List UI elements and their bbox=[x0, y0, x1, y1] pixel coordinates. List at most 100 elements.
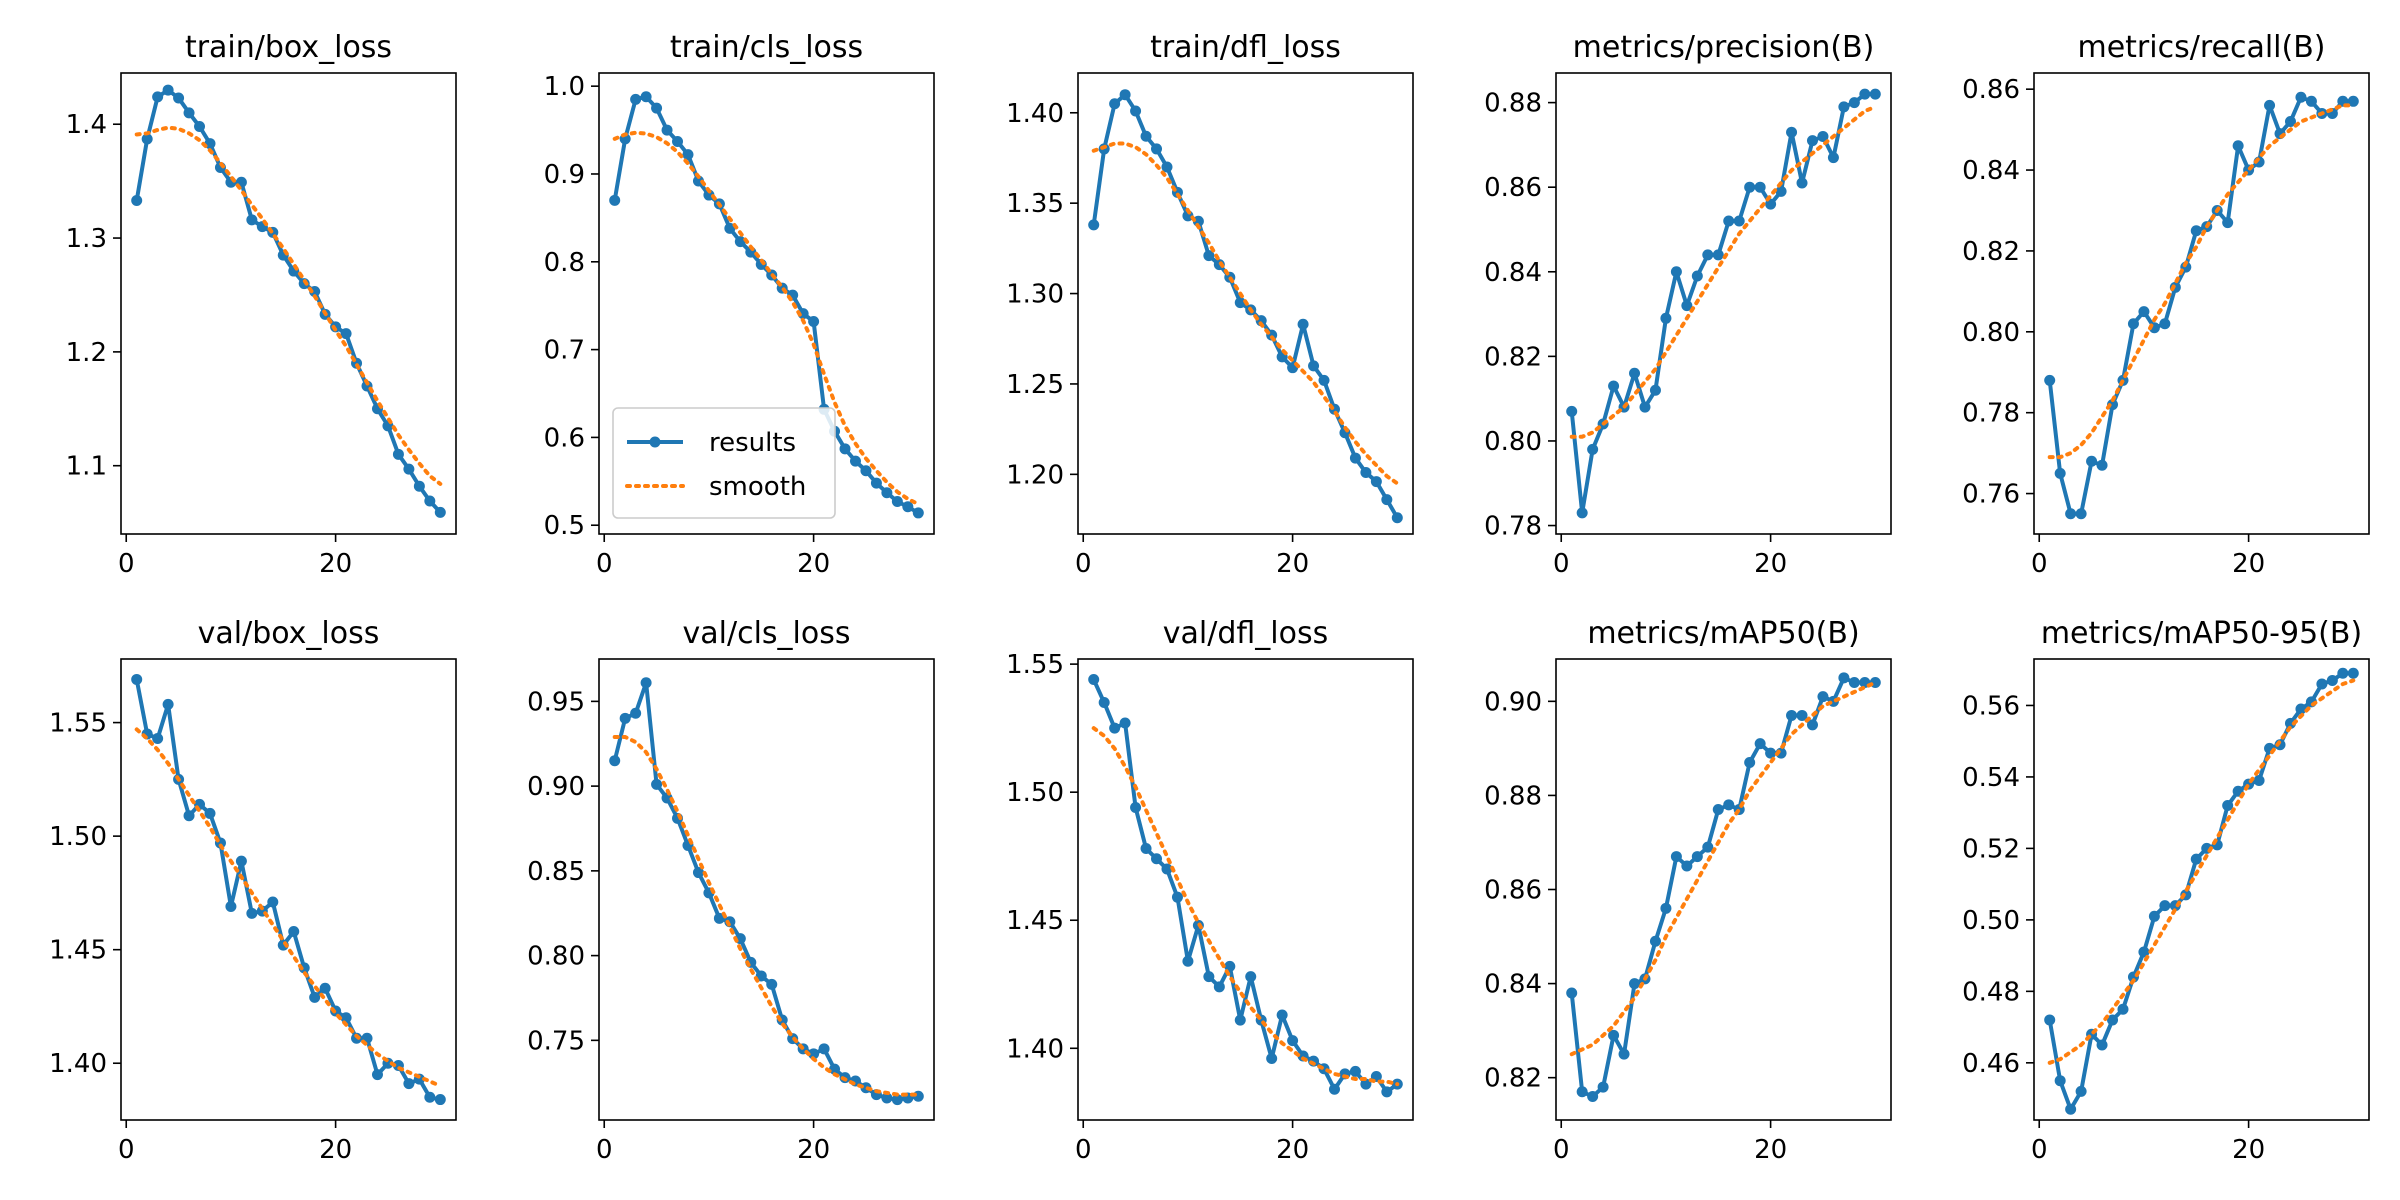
y-tick-label: 0.95 bbox=[527, 687, 585, 717]
y-tick-label: 1.1 bbox=[66, 452, 107, 482]
y-tick-label: 1.4 bbox=[66, 110, 107, 140]
results-point bbox=[1088, 673, 1100, 685]
chart-panel-3: metrics/precision(B) 0.78 0.80 0.82 0.84 0.86… bbox=[1484, 30, 1892, 579]
legend-smooth-label: smooth bbox=[709, 472, 806, 502]
results-point bbox=[1691, 270, 1703, 282]
smooth-series-line bbox=[1091, 141, 1400, 486]
results-point bbox=[1587, 443, 1599, 455]
results-point bbox=[808, 316, 820, 328]
y-tick-label: 0.88 bbox=[1484, 89, 1542, 119]
results-point bbox=[1702, 841, 1714, 853]
results-point bbox=[766, 978, 778, 990]
results-point bbox=[2222, 217, 2234, 229]
plot-frame bbox=[1077, 658, 1414, 1121]
results-point bbox=[1608, 380, 1620, 392]
results-point bbox=[1566, 405, 1578, 417]
x-tick-label: 20 bbox=[319, 549, 352, 579]
x-tick-label: 20 bbox=[797, 1135, 830, 1165]
x-tick-label: 0 bbox=[118, 549, 135, 579]
results-point bbox=[881, 487, 893, 499]
x-tick-label: 0 bbox=[2031, 549, 2048, 579]
plot-frame bbox=[120, 72, 457, 535]
results-point bbox=[1576, 1086, 1588, 1098]
results-point bbox=[1328, 1083, 1340, 1095]
results-point bbox=[2107, 1014, 2119, 1026]
results-point bbox=[1161, 161, 1173, 173]
y-tick-label: 0.76 bbox=[1962, 480, 2020, 510]
results-point bbox=[1109, 722, 1121, 734]
results-point bbox=[891, 1094, 903, 1106]
x-tick-label: 0 bbox=[1553, 1135, 1570, 1165]
results-point bbox=[1670, 851, 1682, 863]
results-point bbox=[1088, 219, 1100, 231]
results-point bbox=[2075, 1085, 2087, 1097]
plot-frame bbox=[2033, 72, 2370, 535]
results-series-line bbox=[1091, 678, 1399, 1094]
results-point bbox=[1597, 1081, 1609, 1093]
x-tick-label: 20 bbox=[319, 1135, 352, 1165]
results-point bbox=[2065, 1103, 2077, 1115]
results-point bbox=[1786, 709, 1798, 721]
chart-panel-2: train/dfl_loss 1.20 1.25 1.30 1.35 1.40 0 20 bbox=[1006, 30, 1414, 579]
x-tick-label: 0 bbox=[1075, 1135, 1092, 1165]
results-point bbox=[692, 175, 704, 187]
y-tick-label: 0.85 bbox=[527, 857, 585, 887]
results-point bbox=[1349, 452, 1361, 464]
y-tick-label: 1.2 bbox=[66, 338, 107, 368]
results-point bbox=[2305, 95, 2317, 107]
results-point bbox=[818, 1043, 830, 1055]
results-point bbox=[1360, 467, 1372, 479]
results-point bbox=[1130, 802, 1142, 814]
y-tick-label: 0.82 bbox=[1484, 342, 1542, 372]
results-point bbox=[1098, 697, 1110, 709]
results-point bbox=[1869, 88, 1881, 100]
results-point bbox=[371, 1069, 383, 1081]
plot-frame bbox=[598, 72, 935, 535]
results-point bbox=[902, 501, 914, 513]
results-point bbox=[672, 135, 684, 147]
results-point bbox=[434, 506, 446, 518]
results-point bbox=[1765, 747, 1777, 759]
results-point bbox=[2138, 946, 2150, 958]
smooth-series-line bbox=[1091, 726, 1400, 1087]
results-point bbox=[183, 107, 195, 119]
results-point bbox=[1796, 177, 1808, 189]
y-tick-label: 1.50 bbox=[49, 822, 107, 852]
chart-panel-4: metrics/recall(B) 0.76 0.78 0.80 0.82 0.84 0.8… bbox=[1962, 30, 2370, 579]
x-tick-label: 0 bbox=[596, 1135, 613, 1165]
results-point bbox=[1140, 843, 1152, 855]
results-point bbox=[1140, 130, 1152, 142]
results-point bbox=[1234, 1014, 1246, 1026]
y-tick-label: 0.80 bbox=[1962, 318, 2020, 348]
y-tick-label: 0.80 bbox=[527, 942, 585, 972]
results-point bbox=[1660, 902, 1672, 914]
chart-title: val/box_loss bbox=[198, 616, 380, 651]
results-point bbox=[2347, 95, 2359, 107]
results-point bbox=[1817, 691, 1829, 703]
results-point bbox=[131, 673, 143, 685]
results-point bbox=[2044, 1014, 2056, 1026]
y-tick-label: 0.50 bbox=[1962, 906, 2020, 936]
results-point bbox=[891, 496, 903, 508]
chart-title: metrics/precision(B) bbox=[1573, 30, 1875, 65]
chart-panel-7: val/dfl_loss 1.40 1.45 1.50 1.55 0 20 bbox=[1006, 616, 1414, 1165]
results-point bbox=[2284, 116, 2296, 128]
chart-panel-6: val/cls_loss 0.75 0.80 0.85 0.90 0.95 0 20 bbox=[527, 616, 935, 1165]
results-point bbox=[413, 480, 425, 492]
results-point bbox=[246, 214, 258, 226]
results-point bbox=[713, 912, 725, 924]
plot-frame bbox=[2033, 658, 2370, 1121]
results-point bbox=[162, 84, 174, 96]
results-series-line bbox=[612, 680, 919, 1102]
results-point bbox=[141, 133, 153, 145]
results-point bbox=[1587, 1090, 1599, 1102]
y-tick-label: 1.45 bbox=[1006, 906, 1064, 936]
results-point bbox=[288, 926, 300, 938]
results-point bbox=[2222, 800, 2234, 812]
results-point bbox=[2096, 1039, 2108, 1051]
y-tick-label: 0.56 bbox=[1962, 691, 2020, 721]
y-tick-label: 0.90 bbox=[527, 772, 585, 802]
results-point bbox=[1119, 717, 1131, 729]
results-point bbox=[235, 855, 247, 867]
y-tick-label: 0.82 bbox=[1962, 237, 2020, 267]
